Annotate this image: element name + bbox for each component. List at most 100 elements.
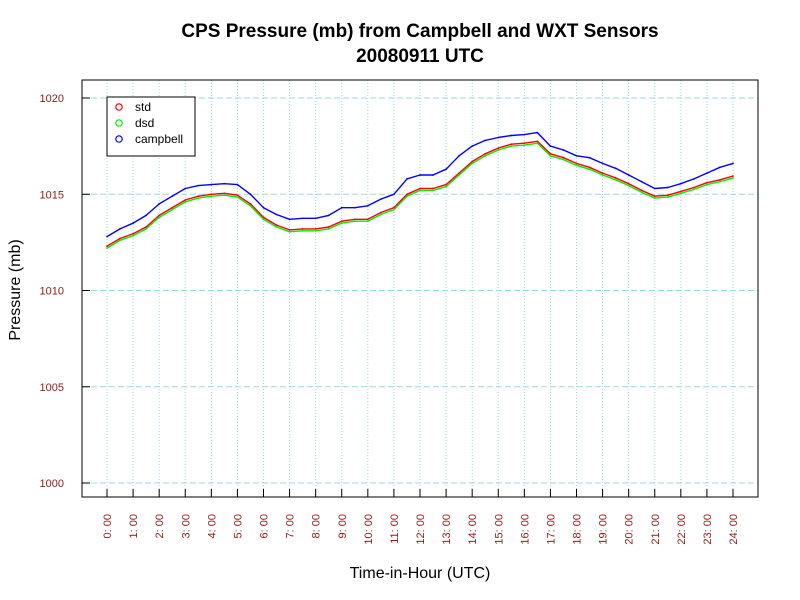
data-point-dsd [497, 149, 500, 151]
data-point-campbell [132, 222, 135, 225]
data-point-dsd [432, 189, 434, 192]
x-tick-label: 7: 00 [285, 514, 297, 538]
y-tick-label: 1020 [40, 93, 64, 105]
data-point-campbell [627, 174, 630, 176]
data-point-campbell [484, 139, 487, 142]
data-point-dsd [145, 228, 148, 230]
data-point-dsd [184, 201, 187, 203]
data-point-dsd [340, 222, 343, 225]
data-point-std [314, 228, 317, 230]
x-tick-label: 1: 00 [128, 514, 140, 538]
x-tick-label: 2: 00 [154, 514, 166, 538]
data-point-std [471, 160, 474, 163]
data-point-campbell [171, 195, 174, 198]
data-point-std [132, 232, 135, 235]
data-point-dsd [288, 230, 291, 233]
y-tick-label: 1015 [40, 189, 64, 201]
data-point-std [484, 152, 487, 155]
data-point-std [327, 226, 330, 228]
data-point-dsd [119, 239, 121, 242]
data-point-campbell [536, 131, 539, 134]
data-point-std [406, 193, 408, 196]
x-tick-label: 9: 00 [337, 514, 349, 538]
x-tick-label: 22: 00 [676, 514, 688, 545]
x-tick-label: 24: 00 [728, 514, 740, 545]
x-tick-label: 3: 00 [180, 514, 192, 538]
x-tick-label: 23: 00 [702, 514, 714, 545]
x-tick-label: 4: 00 [206, 514, 218, 538]
data-point-campbell [288, 218, 291, 221]
data-point-dsd [171, 208, 174, 211]
data-point-dsd [366, 220, 369, 223]
x-tick-label: 12: 00 [415, 514, 427, 545]
ticks: 0: 00 1: 00 2: 00 3: 00 4: 00 5: 00 6: 00 7: 00… [40, 93, 740, 545]
data-point-dsd [562, 158, 565, 161]
y-tick-label: 1000 [40, 478, 64, 490]
data-point-dsd [419, 189, 421, 192]
data-point-std [510, 143, 513, 146]
legend-label-std: std [135, 100, 151, 114]
data-point-campbell [653, 187, 656, 190]
data-point-dsd [210, 195, 213, 198]
data-point-dsd [679, 192, 682, 195]
data-point-dsd [132, 234, 135, 237]
data-point-dsd [693, 188, 695, 191]
data-point-std [549, 152, 552, 155]
data-point-dsd [262, 218, 265, 221]
x-tick-label: 5: 00 [232, 514, 244, 538]
y-tick-label: 1005 [40, 382, 64, 394]
data-point-std [275, 224, 278, 227]
data-point-std [445, 183, 447, 186]
x-tick-label: 8: 00 [311, 514, 323, 538]
data-point-std [627, 182, 630, 185]
x-tick-label: 17: 00 [545, 514, 557, 545]
data-point-dsd [640, 191, 643, 194]
data-point-dsd [353, 220, 356, 223]
data-point-std [340, 220, 343, 223]
data-point-dsd [301, 229, 304, 232]
data-point-campbell [471, 145, 474, 148]
data-point-std [366, 218, 369, 221]
data-point-std [288, 229, 291, 231]
data-point-dsd [275, 226, 278, 228]
data-point-std [640, 189, 643, 192]
data-point-std [145, 226, 148, 228]
data-point-dsd [471, 162, 474, 165]
data-point-std [523, 142, 526, 145]
data-point-std [536, 140, 539, 143]
data-point-campbell [184, 187, 187, 190]
data-point-std [210, 193, 213, 196]
data-point-campbell [445, 168, 447, 171]
x-tick-label: 14: 00 [467, 514, 479, 545]
data-point-campbell [249, 193, 252, 196]
data-point-dsd [719, 180, 721, 183]
data-point-campbell [706, 172, 708, 175]
data-point-campbell [145, 214, 148, 217]
data-point-campbell [614, 167, 617, 170]
data-point-dsd [614, 178, 617, 181]
data-point-campbell [458, 154, 460, 157]
data-point-dsd [536, 142, 539, 145]
data-point-dsd [380, 213, 382, 216]
data-point-campbell [327, 214, 330, 217]
y-axis-label: Pressure (mb) [7, 239, 24, 340]
x-tick-label: 18: 00 [572, 514, 584, 545]
data-point-campbell [666, 186, 669, 189]
legend-marker-dsd [115, 119, 123, 127]
data-point-std [679, 190, 682, 193]
data-point-std [106, 245, 108, 248]
data-point-campbell [380, 198, 382, 201]
data-point-campbell [523, 133, 526, 136]
data-point-campbell [732, 162, 734, 165]
data-point-campbell [497, 136, 500, 139]
data-point-std [432, 187, 434, 190]
y-tick-label: 1010 [40, 286, 64, 298]
x-tick-label: 15: 00 [493, 514, 505, 545]
data-point-campbell [575, 154, 578, 157]
data-point-dsd [223, 194, 226, 197]
data-point-std [184, 199, 187, 201]
legend-label-campbell: campbell [135, 132, 183, 146]
data-point-std [693, 186, 695, 189]
data-point-campbell [510, 134, 513, 137]
data-point-dsd [575, 164, 578, 167]
